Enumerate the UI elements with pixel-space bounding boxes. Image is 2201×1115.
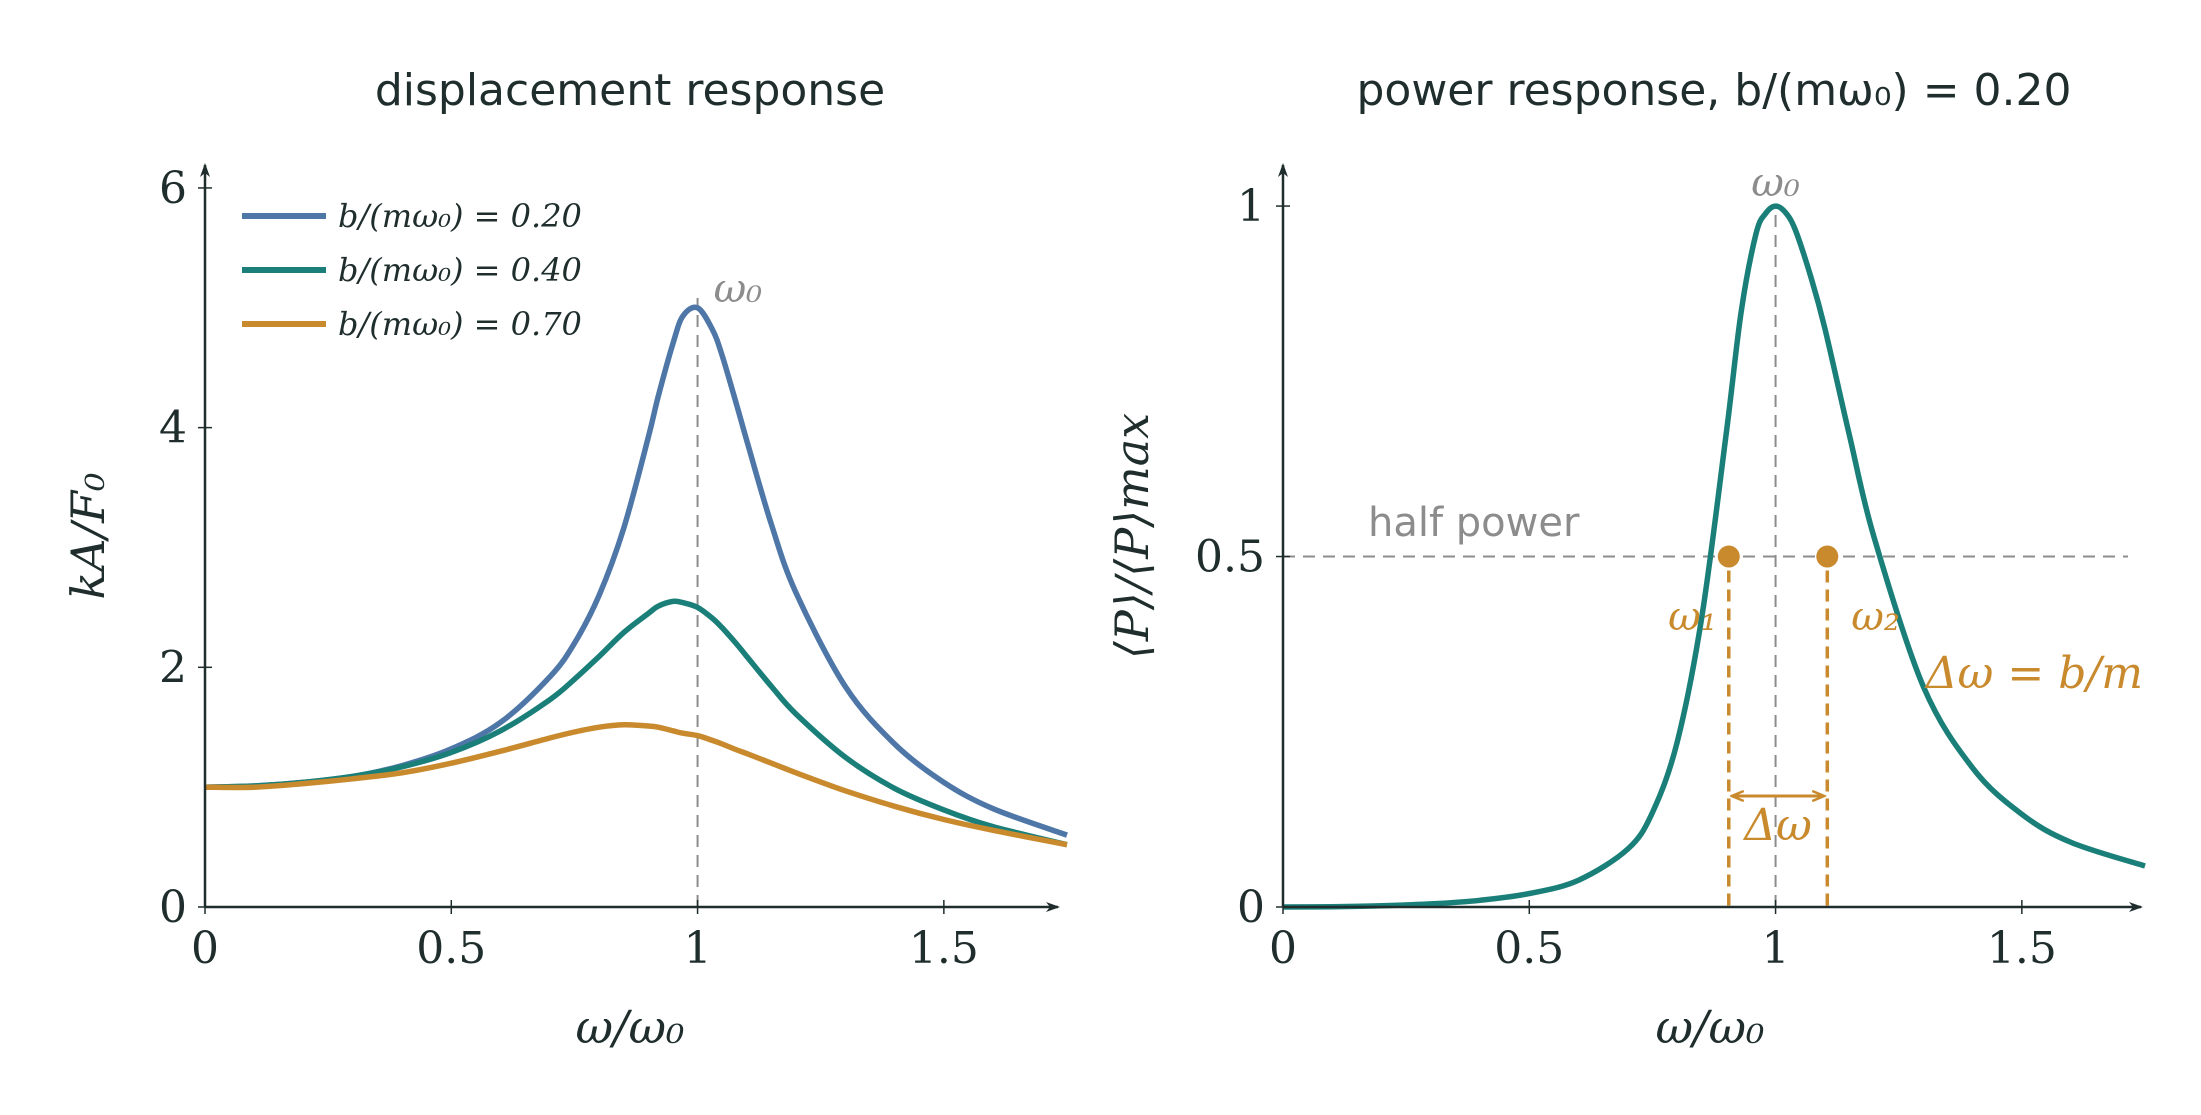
half-power-label: half power xyxy=(1368,500,1580,546)
power-curve xyxy=(1282,203,2146,910)
y-tick-label: 0 xyxy=(1237,882,1265,933)
x-tick-label: 1 xyxy=(1762,923,1790,974)
y-tick-label: 4 xyxy=(159,403,187,454)
right-ticks: 0 0.5 1 1.5 0 0.5 1 xyxy=(1195,181,2057,974)
right-series-group xyxy=(1282,203,2146,910)
y-tick-label: 0 xyxy=(159,882,187,933)
legend-label-020: b/(mω₀) = 0.20 xyxy=(338,197,582,235)
series-line-2 xyxy=(204,722,1068,848)
x-tick-label: 1.5 xyxy=(909,923,979,974)
bandwidth-equation: Δω = b/m xyxy=(1924,648,2143,699)
y-tick-label: 1 xyxy=(1237,181,1265,232)
series-line-0 xyxy=(204,304,1068,838)
x-tick-label: 0.5 xyxy=(416,923,486,974)
x-tick-label: 0.5 xyxy=(1494,923,1564,974)
legend-label-040: b/(mω₀) = 0.40 xyxy=(338,251,582,289)
y-tick-label: 6 xyxy=(159,163,187,214)
right-reference-lines xyxy=(1283,205,2128,907)
legend-label-070: b/(mω₀) = 0.70 xyxy=(338,305,582,343)
x-tick-label: 1.5 xyxy=(1987,923,2057,974)
x-tick-label: 1 xyxy=(684,923,712,974)
resonance-label: ω₀ xyxy=(714,266,763,312)
omega1-label: ω₁ xyxy=(1668,594,1717,640)
legend: b/(mω₀) = 0.20 b/(mω₀) = 0.40 b/(mω₀) = … xyxy=(242,197,582,343)
omega2-marker xyxy=(1816,545,1839,568)
chart-title: displacement response xyxy=(375,65,885,116)
x-axis-label: ω/ω₀ xyxy=(576,1000,685,1054)
omega2-label: ω₂ xyxy=(1851,594,1900,640)
y-tick-label: 2 xyxy=(159,642,187,693)
left-ticks: 0 0.5 1 1.5 0 2 4 6 xyxy=(159,163,979,974)
bandwidth-label: Δω xyxy=(1742,800,1812,851)
x-tick-label: 0 xyxy=(191,923,219,974)
y-tick-label: 0.5 xyxy=(1195,532,1265,583)
half-power-markers xyxy=(1717,545,1839,796)
power-chart: power response, b/(mω₀) = 0.20 0 0.5 1 1.50… xyxy=(1105,65,2146,1054)
left-series-group xyxy=(204,304,1068,848)
x-tick-label: 0 xyxy=(1269,923,1297,974)
y-axis-label: kA/F₀ xyxy=(61,473,115,600)
x-axis-label: ω/ω₀ xyxy=(1656,1000,1765,1054)
chart-title: power response, b/(mω₀) = 0.20 xyxy=(1356,65,2071,116)
series-line-1 xyxy=(204,598,1068,848)
omega1-marker xyxy=(1717,545,1740,568)
resonance-label: ω₀ xyxy=(1751,160,1800,206)
y-axis-label: ⟨P⟩/⟨P⟩max xyxy=(1105,413,1159,659)
